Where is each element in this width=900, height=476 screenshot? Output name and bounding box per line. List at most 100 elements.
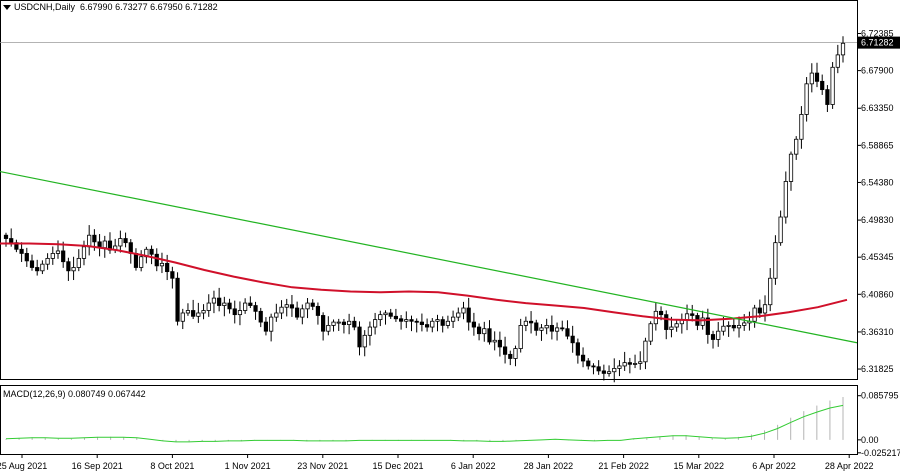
- candle-body: [840, 42, 846, 56]
- candle-body: [612, 368, 617, 373]
- candle-body: [674, 323, 679, 328]
- candle-body: [149, 248, 154, 255]
- candle-body: [404, 319, 409, 322]
- candle-body: [534, 322, 539, 331]
- candle-body: [731, 324, 736, 329]
- candle-body: [788, 153, 794, 182]
- candle-body: [508, 353, 513, 359]
- candle-body: [794, 138, 799, 155]
- candle-body: [19, 248, 24, 254]
- macd-panel-frame: [0, 385, 858, 455]
- y-tick-label: 6.72385: [861, 28, 894, 38]
- moving-average-line: [0, 242, 848, 322]
- candle-body: [742, 322, 747, 326]
- candle-body: [331, 321, 336, 326]
- candle-body: [263, 321, 269, 332]
- y-tick-label: 6.49830: [861, 215, 894, 225]
- macd-title: MACD(12,26,9) 0.080749 0.067442: [3, 389, 146, 399]
- candle-body: [762, 304, 768, 314]
- candle-body: [211, 297, 217, 304]
- candle-body: [627, 362, 632, 365]
- candle-body: [279, 306, 284, 314]
- candle-body: [560, 327, 565, 330]
- candle-body: [92, 234, 97, 243]
- candle-body: [424, 324, 430, 328]
- candle-body: [596, 366, 601, 372]
- candle-body: [638, 361, 643, 364]
- candle-body: [835, 54, 840, 68]
- candle-body: [825, 89, 830, 105]
- candle-body: [133, 253, 139, 268]
- x-tick-label: 8 Oct 2021: [150, 461, 194, 471]
- candle-body: [357, 326, 362, 348]
- candle-body: [705, 317, 710, 335]
- candle-body: [201, 310, 206, 314]
- candle-body: [565, 328, 570, 337]
- candle-body: [466, 307, 471, 323]
- candle-body: [664, 314, 669, 330]
- candle-body: [804, 83, 809, 115]
- candle-body: [752, 307, 757, 322]
- candle-body: [206, 302, 211, 311]
- candle-body: [45, 257, 50, 265]
- candle-body: [180, 312, 185, 322]
- candle-body: [9, 238, 14, 244]
- candle-body: [435, 319, 440, 322]
- candle-body: [419, 321, 425, 325]
- candle-body: [66, 261, 71, 272]
- candle-body: [373, 319, 378, 328]
- x-tick-label: 1 Nov 2021: [225, 461, 271, 471]
- candle-body: [139, 256, 144, 268]
- candle-body: [409, 319, 414, 322]
- x-tick-label: 16 Sep 2021: [72, 461, 123, 471]
- macd-y-tick-label: 0.00: [861, 435, 879, 445]
- candle-body: [175, 277, 180, 322]
- candle-body: [50, 253, 55, 259]
- candle-body: [35, 267, 40, 272]
- candle-body: [580, 354, 586, 362]
- x-tick-label: 21 Feb 2022: [598, 461, 649, 471]
- candle-body: [362, 334, 367, 348]
- candle-body: [61, 250, 66, 263]
- trendline: [0, 170, 858, 344]
- price-panel-frame: [0, 0, 858, 380]
- candle-body: [170, 271, 175, 279]
- candle-body: [726, 324, 731, 327]
- candle-body: [269, 316, 274, 332]
- macd-y-tick-label: 0.085795: [861, 391, 899, 401]
- candle-body: [159, 262, 165, 267]
- candle-body: [237, 310, 243, 316]
- candle-body: [554, 327, 560, 332]
- candle-body: [617, 365, 622, 369]
- candle-body: [778, 216, 783, 244]
- candle-body: [315, 305, 321, 316]
- candle-body: [757, 307, 762, 314]
- candle-body: [575, 342, 580, 356]
- candle-body: [586, 360, 591, 367]
- candle-body: [310, 302, 315, 307]
- candle-body: [456, 312, 461, 318]
- candle-body: [81, 246, 87, 259]
- candle-body: [295, 307, 300, 318]
- dropdown-triangle-icon[interactable]: [3, 5, 11, 11]
- y-tick-label: 6.36310: [861, 327, 894, 337]
- candle-body: [544, 324, 549, 329]
- y-tick-label: 6.31825: [861, 364, 894, 374]
- x-tick-label: 25 Aug 2021: [0, 461, 47, 471]
- y-tick-label: 6.67900: [861, 66, 894, 76]
- candle-body: [222, 302, 227, 306]
- candle-body: [700, 317, 705, 326]
- candle-body: [76, 257, 81, 268]
- candle-body: [476, 326, 482, 335]
- candle-body: [55, 250, 61, 254]
- candle-body: [232, 308, 237, 316]
- candle-body: [29, 260, 35, 268]
- macd-y-tick-label: -0.025217: [861, 448, 900, 458]
- x-tick-label: 15 Dec 2021: [372, 461, 423, 471]
- candle-body: [284, 304, 289, 308]
- candle-body: [830, 66, 835, 105]
- candle-body: [721, 325, 726, 332]
- candle-body: [191, 310, 196, 317]
- candle-body: [669, 326, 674, 330]
- candle-body: [243, 302, 248, 311]
